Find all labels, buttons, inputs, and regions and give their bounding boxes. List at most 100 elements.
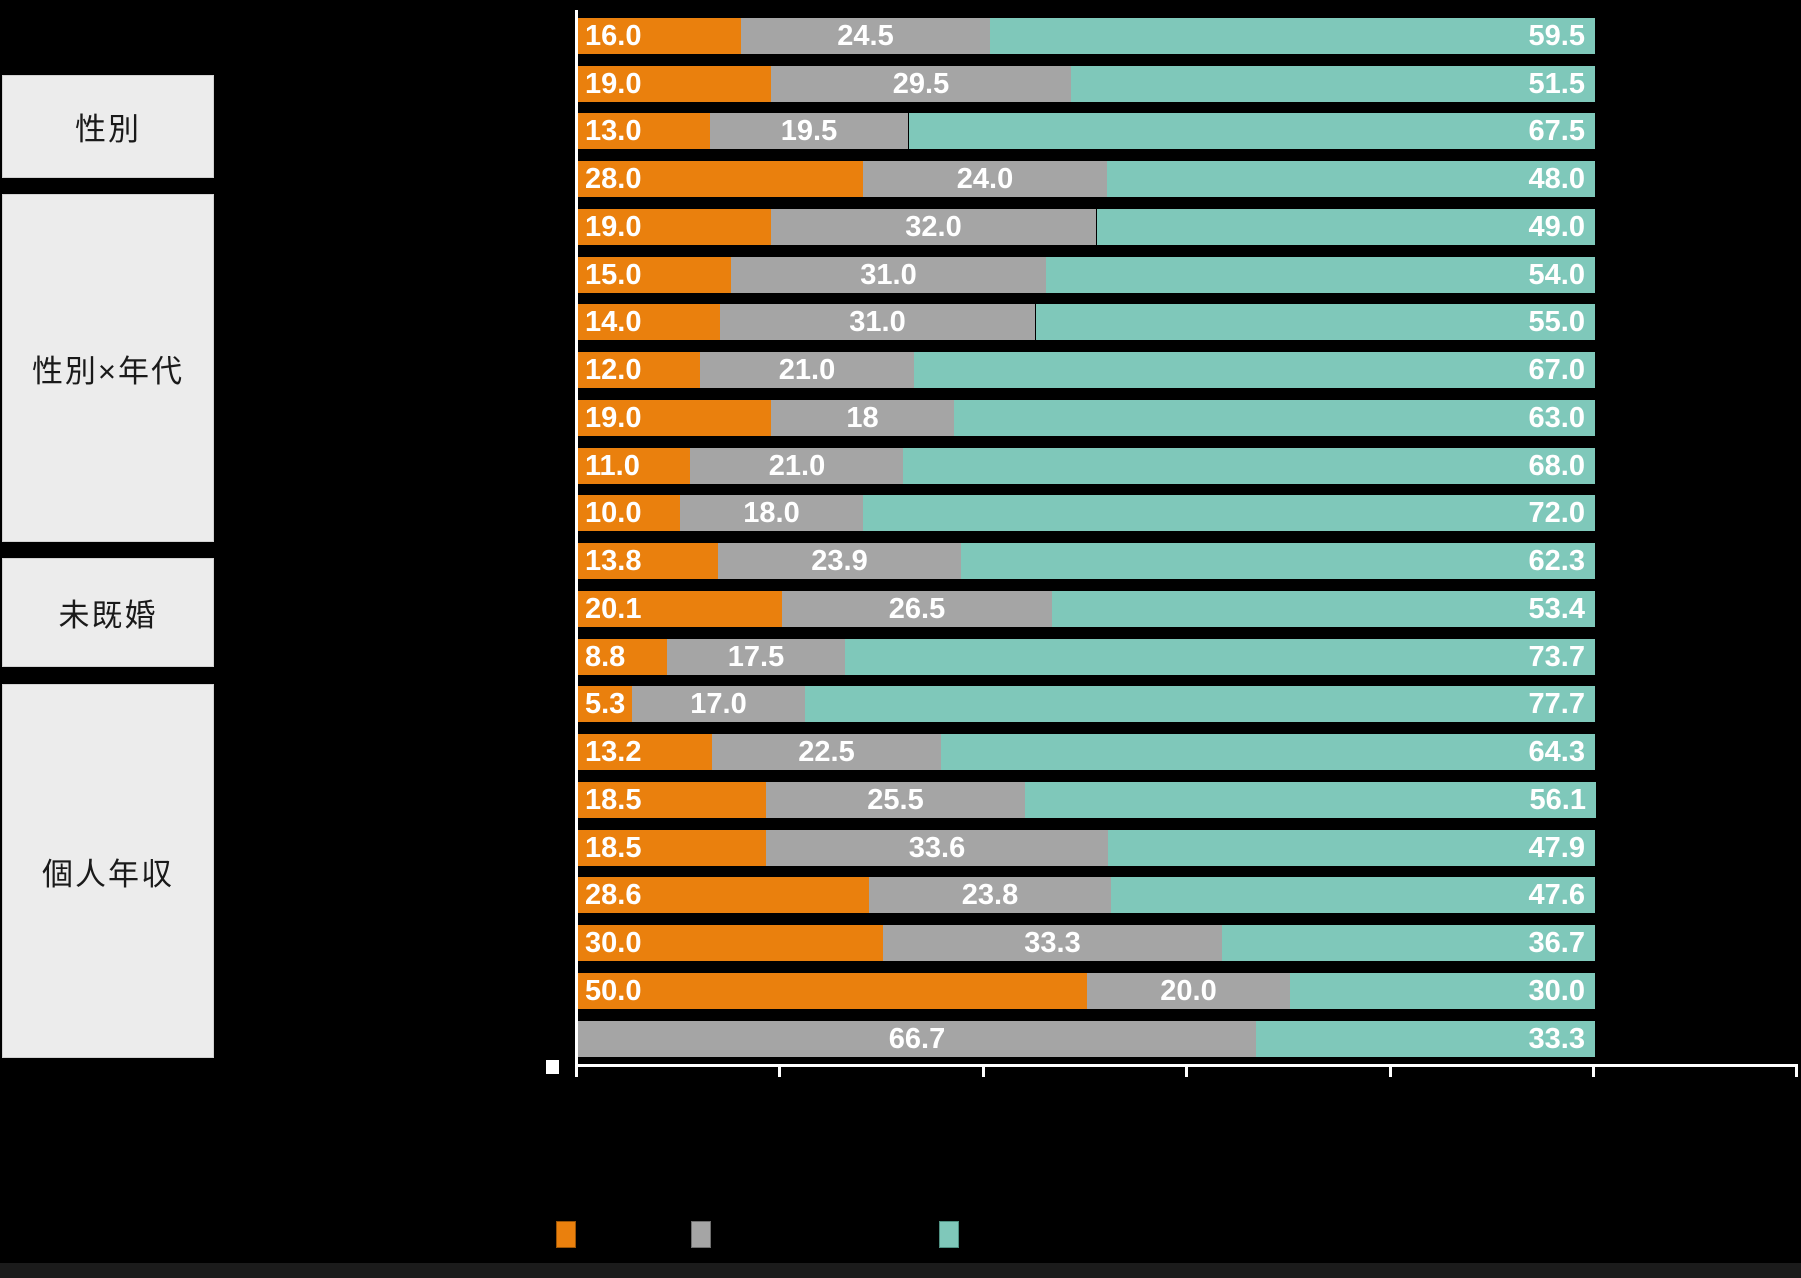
group-box-gender: 性別 [2,75,214,178]
bar-value-label: 28.6 [585,879,642,911]
bar-segment-series3: 36.7 [1222,925,1595,961]
axis-tick [1389,1067,1392,1077]
bar-segment-series3: 62.3 [961,543,1595,579]
bar-value-label: 67.0 [1528,354,1585,386]
bar-value-label: 13.8 [585,545,642,577]
bar-value-label: 21.0 [768,450,826,482]
bar-segment-series2: 17.0 [632,686,805,722]
bar-value-label: 56.1 [1529,784,1586,816]
bar-segment-series1: 19.0 [578,209,771,245]
bar-value-label: 48.0 [1528,163,1585,195]
bar-value-label: 63.0 [1528,402,1585,434]
bar-value-label: 12.0 [585,354,642,386]
bar-value-label: 13.2 [585,736,642,768]
bar-segment-series3: 48.0 [1107,161,1595,197]
bar-segment-series1: 28.0 [578,161,863,197]
bar-segment-series2: 24.0 [863,161,1107,197]
bar-segment-series2: 19.5 [710,113,908,149]
x-axis-line [575,1064,1798,1067]
bar-value-label: 18 [846,402,879,434]
bar-segment-series2: 17.5 [667,639,845,675]
bar-value-label: 19.5 [780,115,838,147]
axis-tick [1592,1067,1595,1077]
bar-value-label: 47.6 [1528,879,1585,911]
bar-segment-series2: 33.3 [883,925,1222,961]
bar-segment-series3: 33.3 [1256,1021,1595,1057]
bar-segment-series3: 59.5 [990,18,1595,54]
bar-segment-series1: 50.0 [578,973,1087,1009]
bar-segment-series1: 15.0 [578,257,731,293]
bar-segment-series1: 13.8 [578,543,718,579]
bar-value-label: 11.0 [585,450,640,482]
bar-value-label: 20.1 [585,593,642,625]
y-axis-line [575,10,578,1067]
bar-segment-series1: 18.5 [578,782,766,818]
bar-segment-series3: 64.3 [941,734,1595,770]
bar-segment-series3: 77.7 [805,686,1595,722]
bar-value-label: 18.5 [585,784,642,816]
bar-value-label: 53.4 [1528,593,1585,625]
bar-value-label: 15.0 [585,259,642,291]
bar-value-label: 66.7 [888,1023,946,1055]
bar-segment-series3: 54.0 [1046,257,1595,293]
bar-value-label: 30.0 [585,927,642,959]
bar-value-label: 47.9 [1528,832,1585,864]
bar-value-label: 10.0 [585,497,642,529]
bar-value-label: 29.5 [892,68,950,100]
bar-value-label: 19.0 [585,211,642,243]
bar-segment-series2: 66.7 [578,1021,1256,1057]
bar-value-label: 25.5 [867,784,924,816]
bar-value-label: 73.7 [1528,641,1585,673]
bar-value-label: 17.5 [727,641,785,673]
bar-segment-series3: 67.5 [909,113,1595,149]
bar-segment-series2: 26.5 [782,591,1052,627]
bar-value-label: 17.0 [690,688,747,720]
bar-value-label: 8.8 [585,641,626,673]
bar-segment-series2: 23.8 [869,877,1111,913]
bar-segment-series3: 56.1 [1025,782,1596,818]
bar-segment-series2: 21.0 [700,352,914,388]
bar-segment-series1: 14.0 [578,304,720,340]
bar-segment-series2: 32.0 [771,209,1096,245]
footer-strip [0,1263,1801,1278]
bar-segment-series1: 10.0 [578,495,680,531]
bar-segment-series3: 68.0 [903,448,1595,484]
bar-value-label: 31.0 [860,259,917,291]
bar-segment-series3: 51.5 [1071,66,1595,102]
bar-segment-series2: 20.0 [1087,973,1290,1009]
bar-value-label: 5.3 [585,688,626,720]
axis-tick [1185,1067,1188,1077]
legend-swatch-series1 [556,1221,576,1248]
bar-value-label: 55.0 [1528,306,1585,338]
bar-segment-series3: 63.0 [954,400,1595,436]
bar-segment-series3: 47.9 [1108,830,1595,866]
legend-swatch-series2 [691,1221,711,1248]
bar-segment-series1: 13.2 [578,734,712,770]
bar-value-label: 51.5 [1528,68,1585,100]
bar-segment-series1: 5.3 [578,686,632,722]
group-label-gender: 性別 [75,112,141,147]
bar-segment-series2: 23.9 [718,543,961,579]
bar-segment-series2: 29.5 [771,66,1071,102]
bar-value-label: 64.3 [1528,736,1585,768]
bar-value-label: 23.9 [811,545,868,577]
bar-value-label: 50.0 [585,975,642,1007]
bar-segment-series2: 24.5 [741,18,990,54]
axis-tick [575,1067,578,1077]
bar-value-label: 59.5 [1528,20,1585,52]
axis-origin-marker [546,1060,559,1074]
bar-value-label: 28.0 [585,163,642,195]
legend-swatch-series3 [939,1221,959,1248]
bar-segment-series1: 8.8 [578,639,667,675]
group-box-personal-income: 個人年収 [2,684,214,1058]
group-label-personal-income: 個人年収 [42,856,174,892]
bar-segment-series2: 22.5 [712,734,941,770]
bar-value-label: 19.0 [585,68,642,100]
bar-value-label: 67.5 [1528,115,1585,147]
bar-value-label: 54.0 [1528,259,1585,291]
bar-segment-series1: 30.0 [578,925,883,961]
bar-value-label: 26.5 [888,593,946,625]
bar-value-label: 49.0 [1528,211,1585,243]
bar-segment-series3: 55.0 [1036,304,1595,340]
